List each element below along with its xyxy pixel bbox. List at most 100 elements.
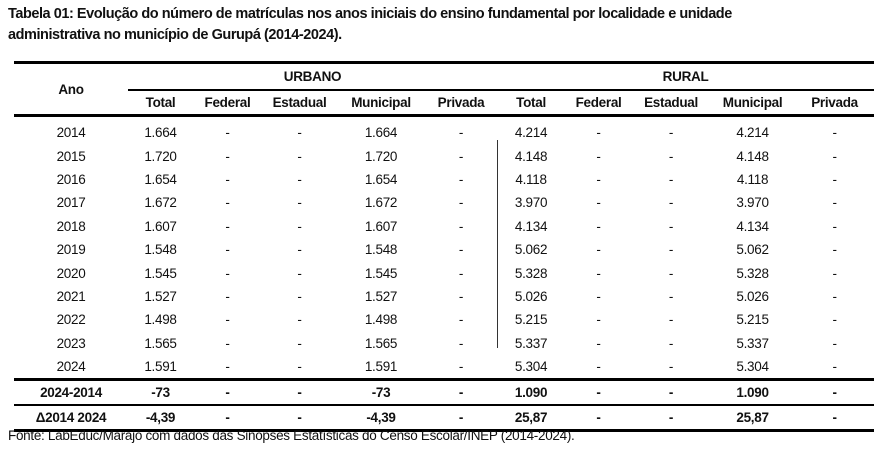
value-cell: - [458, 125, 464, 141]
column-header-urbano-total: Total [128, 90, 193, 117]
value-cell: 1.545 [144, 265, 177, 281]
table-row: 2015 1.720 - - 1.720 - 4.148 - - 4.148 - [14, 144, 874, 167]
table-row: 2021 1.527 - - 1.527 - 5.026 - - 5.026 - [14, 285, 874, 308]
year-cell: 2023 [56, 335, 86, 351]
summary-value-cell: 1.090 [497, 378, 566, 406]
value-cell: - [225, 195, 230, 211]
summary-value-cell: -4,39 [337, 404, 425, 433]
year-cell: 2017 [56, 195, 86, 211]
value-cell: 1.720 [364, 148, 398, 164]
value-cell: - [225, 218, 230, 234]
value-cell: 3.970 [514, 195, 548, 211]
table-row: 2022 1.498 - - 1.498 - 5.215 - - 5.215 - [14, 308, 874, 331]
summary-value-cell: 25,87 [497, 404, 566, 433]
value-cell: - [297, 218, 302, 234]
value-cell: - [668, 265, 674, 281]
column-header-rural-municipal: Municipal [710, 90, 796, 117]
value-cell: - [225, 335, 230, 351]
value-cell: - [458, 242, 464, 258]
value-cell: - [668, 171, 674, 187]
enrollment-table: Ano URBANO RURAL Total Federal Estadual Mun… [14, 61, 875, 433]
table-title-line-2: administrativa no município de Gurupá (2… [8, 27, 342, 43]
value-cell: - [596, 195, 601, 211]
value-cell: - [225, 242, 230, 258]
year-cell: 2018 [56, 218, 86, 234]
value-cell: - [297, 288, 302, 304]
value-cell: 1.654 [364, 171, 398, 187]
value-cell: - [225, 288, 230, 304]
value-cell: 1.565 [144, 335, 177, 351]
value-cell: - [596, 359, 601, 375]
year-cell: 2019 [56, 242, 86, 258]
value-cell: - [832, 171, 837, 187]
summary-value-cell: - [425, 404, 498, 433]
summary-value-cell: - [262, 378, 337, 406]
value-cell: - [596, 242, 601, 258]
value-cell: 4.118 [515, 171, 547, 187]
value-cell: 1.591 [364, 359, 398, 375]
value-cell: - [668, 359, 674, 375]
value-cell: 5.026 [736, 288, 769, 304]
value-cell: - [596, 125, 601, 141]
summary-value-cell: -4,39 [128, 404, 193, 433]
summary-value-cell: - [632, 404, 711, 433]
value-cell: - [458, 148, 464, 164]
value-cell: - [596, 335, 601, 351]
value-cell: 1.498 [144, 312, 177, 328]
value-cell: - [832, 359, 837, 375]
year-cell: 2022 [56, 312, 86, 328]
year-cell: 2015 [56, 148, 86, 164]
value-cell: 1.720 [144, 148, 177, 164]
value-cell: - [297, 265, 302, 281]
table-row: 2024 1.591 - - 1.591 - 5.304 - - 5.304 - [14, 355, 874, 380]
value-cell: - [596, 288, 601, 304]
table-row: 2018 1.607 - - 1.607 - 4.134 - - 4.134 - [14, 215, 874, 238]
table-row: 2017 1.672 - - 1.672 - 3.970 - - 3.970 - [14, 191, 874, 214]
value-cell: 4.134 [736, 218, 769, 234]
value-cell: - [832, 218, 837, 234]
column-header-urbano-estadual: Estadual [262, 90, 337, 117]
value-cell: 4.148 [736, 148, 769, 164]
value-cell: 5.328 [736, 265, 769, 281]
value-cell: 5.337 [514, 335, 548, 351]
column-header-rural-total: Total [497, 90, 566, 117]
column-header-rural-federal: Federal [565, 90, 633, 117]
year-header: Ano [14, 61, 128, 117]
summary-value-cell: - [795, 378, 875, 406]
summary-value-cell: -73 [337, 378, 425, 406]
value-cell: 1.548 [144, 242, 177, 258]
value-cell: - [832, 125, 837, 141]
summary-value-cell: - [565, 404, 633, 433]
value-cell: - [297, 242, 302, 258]
value-cell: - [297, 171, 302, 187]
value-cell: 4.118 [736, 171, 769, 187]
table-row: 2023 1.565 - - 1.565 - 5.337 - - 5.337 - [14, 332, 874, 355]
value-cell: 5.062 [736, 242, 769, 258]
table-row: 2019 1.548 - - 1.548 - 5.062 - - 5.062 - [14, 238, 874, 261]
summary-value-cell: - [262, 404, 337, 433]
year-cell: 2021 [56, 288, 86, 304]
value-cell: - [668, 195, 674, 211]
value-cell: - [297, 312, 302, 328]
value-cell: - [596, 171, 601, 187]
summary-value-cell: - [565, 378, 633, 406]
value-cell: - [458, 312, 464, 328]
value-cell: - [832, 242, 837, 258]
summary-value-cell: - [795, 404, 875, 433]
value-cell: 1.664 [144, 125, 177, 141]
value-cell: 5.062 [514, 242, 548, 258]
value-cell: - [458, 265, 464, 281]
column-header-urbano-municipal: Municipal [337, 90, 425, 117]
value-cell: - [297, 148, 302, 164]
group-header-urbano: URBANO [128, 61, 498, 91]
year-cell: 2020 [56, 265, 86, 281]
value-cell: - [225, 171, 230, 187]
column-header-rural-privada: Privada [795, 90, 875, 117]
summary-value-cell: - [632, 378, 711, 406]
difference-row: 2024-2014 -73- - -73-1.090- -1.090- [14, 378, 875, 406]
value-cell: 5.215 [736, 312, 769, 328]
value-cell: - [832, 312, 837, 328]
value-cell: - [668, 288, 674, 304]
group-header-rural: RURAL [497, 61, 875, 91]
year-cell: 2014 [56, 125, 86, 141]
